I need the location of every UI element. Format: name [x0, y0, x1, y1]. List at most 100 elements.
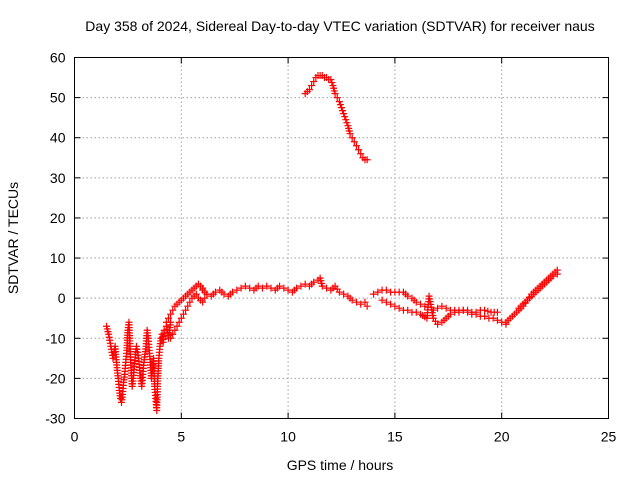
data-point	[464, 306, 472, 314]
x-tick-label: 10	[280, 429, 296, 445]
data-point	[429, 306, 437, 314]
data-point	[310, 278, 318, 286]
data-point	[267, 284, 275, 292]
data-point	[404, 292, 412, 300]
data-point	[472, 308, 480, 316]
x-tick-label: 5	[177, 429, 185, 445]
data-point	[246, 284, 254, 292]
data-point	[493, 308, 501, 316]
y-tick-label: 10	[50, 250, 66, 266]
y-tick-label: -20	[45, 370, 65, 386]
axis-ticks: 0 5 10 15 20 25 -30 -20 -10 0 10 20 30 40 50 60	[45, 50, 616, 445]
data-points	[103, 72, 561, 414]
data-point	[167, 310, 175, 318]
data-point	[342, 116, 350, 124]
data-point	[412, 298, 420, 306]
data-point	[318, 282, 326, 290]
data-point	[493, 316, 501, 324]
data-point	[254, 282, 262, 290]
data-point	[357, 300, 365, 308]
data-point	[355, 146, 363, 154]
data-point	[169, 306, 177, 314]
data-point	[201, 294, 209, 302]
data-point	[481, 306, 489, 314]
data-point	[171, 326, 179, 334]
data-point	[338, 104, 345, 112]
data-point	[438, 302, 446, 310]
y-tick-label: 20	[50, 210, 66, 226]
data-point	[184, 302, 192, 310]
data-point	[293, 284, 301, 292]
data-point	[305, 86, 313, 94]
data-point	[297, 282, 305, 290]
data-point	[553, 270, 561, 278]
data-point	[352, 142, 360, 150]
data-point	[374, 288, 382, 296]
data-point	[241, 282, 249, 290]
data-point-trail	[336, 101, 344, 109]
y-tick-label: -10	[45, 330, 65, 346]
data-point	[203, 290, 211, 298]
data-point	[284, 286, 292, 294]
data-point	[310, 78, 318, 86]
data-point	[179, 310, 187, 318]
data-point	[455, 308, 463, 316]
data-point	[370, 290, 378, 298]
data-point	[177, 314, 185, 322]
data-point	[481, 312, 489, 320]
y-tick-label: 30	[50, 170, 66, 186]
data-point	[340, 110, 348, 118]
data-point-trail	[343, 119, 351, 127]
data-point	[280, 284, 288, 292]
chart-title: Day 358 of 2024, Sidereal Day-to-day VTE…	[85, 18, 594, 34]
data-point	[387, 300, 395, 308]
data-point	[233, 286, 241, 294]
data-point	[169, 330, 177, 338]
x-tick-label: 15	[387, 429, 403, 445]
data-point	[175, 318, 183, 326]
data-point	[335, 98, 343, 106]
data-point	[211, 288, 219, 296]
data-point	[442, 304, 450, 312]
data-point	[412, 308, 420, 316]
data-point	[378, 296, 386, 304]
data-point	[352, 298, 360, 306]
data-point	[182, 306, 190, 314]
data-point	[549, 272, 557, 280]
y-tick-label: 0	[58, 290, 66, 306]
data-point-trail	[341, 113, 349, 121]
data-point-trail	[339, 107, 347, 115]
x-tick-label: 25	[601, 429, 617, 445]
data-point	[308, 82, 316, 90]
data-point	[346, 130, 354, 138]
data-point	[229, 288, 237, 296]
data-point	[357, 150, 365, 158]
y-tick-label: -30	[45, 411, 65, 427]
y-axis-label: SDTVAR / TECUs	[5, 182, 21, 294]
data-point	[301, 280, 309, 288]
data-point	[331, 90, 339, 98]
data-point	[333, 94, 341, 102]
data-point	[348, 134, 356, 142]
data-point	[340, 290, 348, 298]
data-point	[417, 300, 425, 308]
data-point	[162, 318, 170, 326]
data-point	[350, 138, 358, 146]
x-tick-label: 20	[494, 429, 510, 445]
data-point	[167, 334, 175, 342]
grid-lines	[74, 57, 609, 419]
data-point	[335, 288, 343, 296]
data-point	[434, 304, 442, 312]
data-point	[391, 302, 399, 310]
y-tick-label: 50	[50, 90, 66, 106]
data-point	[363, 156, 371, 164]
y-tick-label: 60	[50, 50, 66, 66]
data-point	[395, 304, 403, 312]
data-point	[263, 282, 271, 290]
data-point-trail	[328, 79, 336, 87]
data-point	[348, 296, 356, 304]
data-point	[361, 298, 369, 306]
data-point	[186, 298, 194, 306]
data-point	[164, 314, 172, 322]
